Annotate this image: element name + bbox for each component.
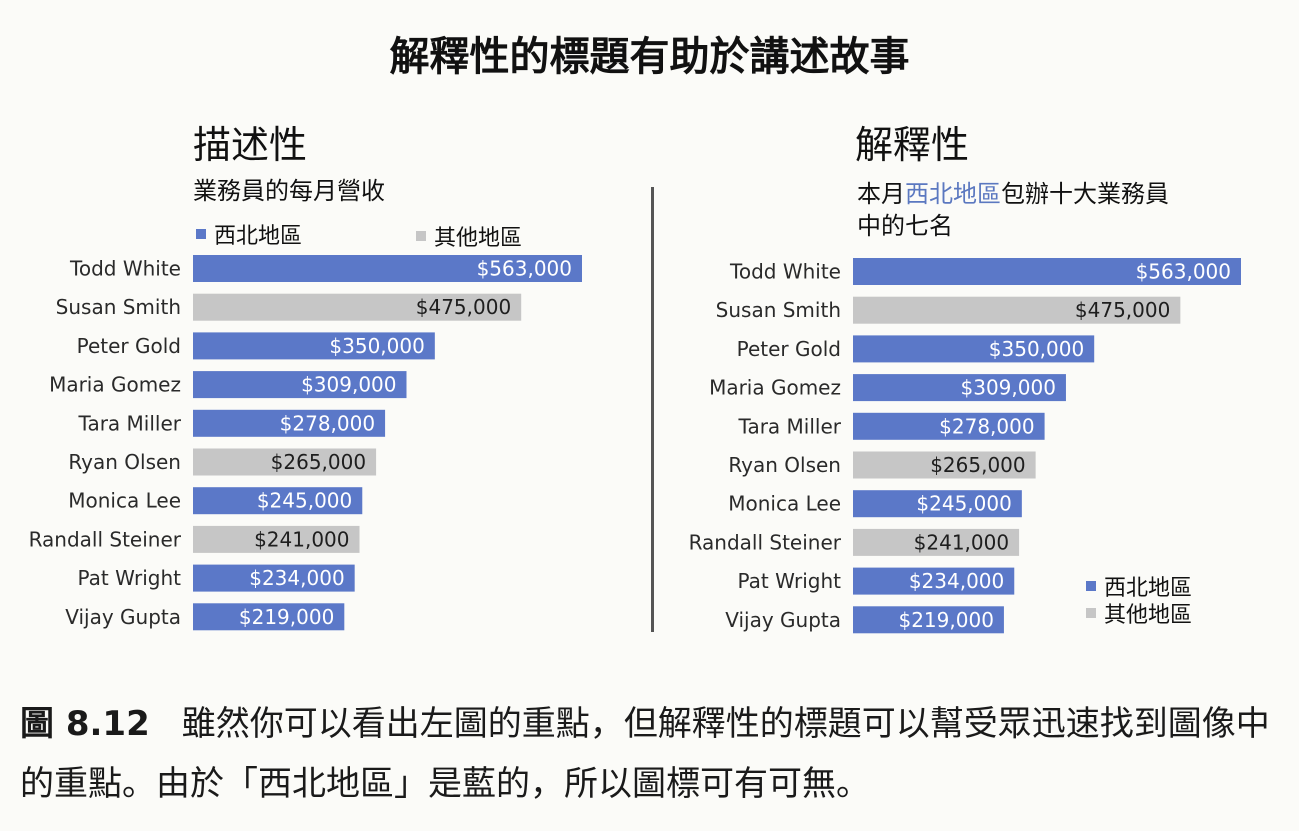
data-label: $219,000 bbox=[239, 605, 334, 629]
data-label: $350,000 bbox=[329, 334, 424, 358]
bar bbox=[853, 374, 1066, 402]
data-label: $265,000 bbox=[930, 453, 1025, 477]
bar bbox=[193, 525, 360, 553]
data-label: $234,000 bbox=[249, 566, 344, 590]
category-label: Ryan Olsen bbox=[68, 450, 181, 474]
bar bbox=[193, 293, 522, 321]
category-label: Randall Steiner bbox=[29, 527, 182, 551]
data-label: $475,000 bbox=[416, 295, 511, 319]
legend-label-other: 其他地區 bbox=[1104, 603, 1193, 628]
legend-label-other: 其他地區 bbox=[434, 226, 523, 251]
data-label: $278,000 bbox=[939, 414, 1034, 438]
left-legend-nw: 西北地區 bbox=[196, 218, 302, 250]
subtitle-part1: 本月 bbox=[857, 180, 905, 208]
figure-title: 解釋性的標題有助於講述故事 bbox=[389, 34, 910, 80]
subtitle-highlight: 西北地區 bbox=[905, 180, 1001, 208]
category-label: Randall Steiner bbox=[689, 530, 842, 554]
caption-number: 圖 8.12 bbox=[20, 704, 150, 744]
bar bbox=[853, 412, 1045, 440]
bar bbox=[193, 564, 355, 592]
legend-label-nw: 西北地區 bbox=[1104, 576, 1193, 601]
bar bbox=[193, 448, 377, 476]
data-label: $278,000 bbox=[280, 411, 375, 435]
left-panel-heading: 描述性 bbox=[193, 123, 308, 167]
category-label: Pat Wright bbox=[78, 566, 182, 590]
subtitle-line2: 中的七名 bbox=[857, 212, 953, 240]
right-legend-nw: 西北地區 bbox=[1086, 570, 1192, 602]
bar bbox=[193, 603, 345, 631]
data-label: $234,000 bbox=[909, 569, 1004, 593]
bar bbox=[853, 606, 1004, 634]
data-label: $309,000 bbox=[301, 373, 396, 397]
bar bbox=[193, 371, 407, 399]
bar bbox=[193, 409, 386, 437]
left-legend-other: 其他地區 bbox=[416, 220, 522, 252]
data-label: $563,000 bbox=[1136, 260, 1231, 284]
category-label: Maria Gomez bbox=[49, 373, 181, 397]
chart-explanatory: Todd White $563,000 Susan Smith $475,000 Pet… bbox=[689, 258, 1241, 634]
right-panel-subtitle: 本月西北地區包辦十大業務員 中的七名 bbox=[857, 178, 1169, 242]
chart-descriptive: Todd White $563,000 Susan Smith $475,000 Pet… bbox=[29, 255, 582, 631]
data-label: $309,000 bbox=[961, 376, 1056, 400]
bar bbox=[193, 332, 435, 360]
category-label: Vijay Gupta bbox=[725, 608, 841, 632]
bar bbox=[853, 258, 1241, 285]
legend-label-nw: 西北地區 bbox=[214, 224, 303, 249]
data-label: $265,000 bbox=[271, 450, 366, 474]
bar bbox=[853, 296, 1181, 324]
data-label: $245,000 bbox=[916, 492, 1011, 516]
legend-swatch-nw bbox=[1086, 581, 1096, 591]
category-label: Peter Gold bbox=[737, 337, 841, 361]
category-label: Todd White bbox=[729, 260, 841, 284]
panel-divider bbox=[651, 187, 654, 632]
data-label: $241,000 bbox=[254, 527, 349, 551]
data-label: $241,000 bbox=[914, 530, 1009, 554]
subtitle-part2: 包辦十大業務員 bbox=[1001, 180, 1169, 208]
category-label: Peter Gold bbox=[77, 334, 181, 358]
legend-swatch-nw bbox=[196, 229, 206, 239]
figure-caption: 圖 8.12 雖然你可以看出左圖的重點，但解釋性的標題可以幫受眾迅速找到圖像中的重… bbox=[20, 694, 1290, 814]
category-label: Pat Wright bbox=[738, 569, 842, 593]
data-label: $350,000 bbox=[989, 337, 1084, 361]
category-label: Susan Smith bbox=[716, 298, 841, 322]
category-label: Monica Lee bbox=[728, 492, 841, 516]
bar bbox=[193, 487, 363, 515]
category-label: Todd White bbox=[69, 257, 181, 281]
left-panel-subtitle: 業務員的每月營收 bbox=[193, 177, 385, 205]
category-label: Ryan Olsen bbox=[728, 453, 841, 477]
data-label: $245,000 bbox=[257, 489, 352, 513]
legend-swatch-other bbox=[416, 231, 426, 241]
bar bbox=[853, 567, 1015, 595]
right-legend-other: 其他地區 bbox=[1086, 597, 1192, 629]
caption-text: 雖然你可以看出左圖的重點，但解釋性的標題可以幫受眾迅速找到圖像中的重點。由於「西… bbox=[20, 704, 1270, 804]
bar bbox=[853, 490, 1022, 518]
category-label: Susan Smith bbox=[56, 295, 181, 319]
data-label: $563,000 bbox=[477, 257, 572, 281]
data-label: $475,000 bbox=[1075, 298, 1170, 322]
bar bbox=[853, 451, 1036, 479]
right-panel-heading: 解釋性 bbox=[855, 123, 970, 167]
category-label: Monica Lee bbox=[68, 489, 181, 513]
category-label: Vijay Gupta bbox=[65, 605, 181, 629]
category-label: Tara Miller bbox=[78, 411, 182, 435]
bar bbox=[193, 255, 582, 282]
bar bbox=[853, 335, 1095, 363]
data-label: $219,000 bbox=[898, 608, 993, 632]
bar bbox=[853, 528, 1020, 556]
category-label: Tara Miller bbox=[738, 414, 842, 438]
category-label: Maria Gomez bbox=[709, 376, 841, 400]
legend-swatch-other bbox=[1086, 608, 1096, 618]
